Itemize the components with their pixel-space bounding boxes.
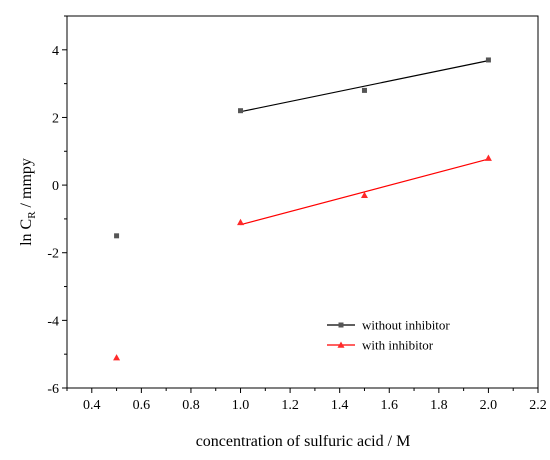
with-inhibitor-point: [484, 154, 492, 161]
y-tick-label: -4: [47, 314, 59, 329]
y-tick-label: -6: [47, 382, 59, 397]
with-inhibitor-point: [360, 191, 368, 199]
legend: without inhibitor with inhibitor: [327, 318, 450, 353]
y-axis-label-main: ln C: [18, 219, 35, 246]
without-inhibitor-fit-line: [240, 60, 489, 113]
x-tick-label: 0.6: [133, 398, 151, 413]
without-inhibitor-point: [361, 87, 367, 93]
x-tick-label: 1.2: [281, 398, 299, 413]
y-axis-label-unit: / mmpy: [18, 158, 35, 211]
legend-with-inhibitor-marker: [337, 341, 345, 348]
x-tick-label: 0.4: [83, 398, 101, 413]
x-tick-label: 1.8: [430, 398, 448, 413]
y-axis-label-subscript: R: [26, 211, 38, 219]
x-tick-label: 2.2: [529, 398, 547, 413]
y-tick-label: 4: [52, 44, 59, 59]
legend-without-inhibitor-marker: [338, 322, 344, 328]
x-tick-label: 1.4: [331, 398, 349, 413]
x-tick-label: 1.0: [232, 398, 250, 413]
fit-lines: [240, 60, 489, 226]
without-inhibitor-point: [114, 233, 120, 239]
x-tick-label: 1.6: [381, 398, 399, 413]
data-markers: [113, 57, 492, 361]
with-inhibitor-point: [113, 354, 121, 361]
x-axis-label: concentration of sulfuric acid / M: [196, 433, 411, 450]
with-inhibitor-point: [237, 218, 245, 226]
y-tick-label: 2: [52, 111, 59, 126]
y-tick-label: -2: [47, 247, 59, 262]
y-tick-label: 0: [52, 179, 59, 194]
without-inhibitor-point: [238, 108, 244, 114]
legend-with-inhibitor-label: with inhibitor: [362, 338, 434, 353]
x-tick-label: 2.0: [480, 398, 498, 413]
plot-frame: [66, 15, 539, 389]
y-axis-label: ln CR / mmpy: [18, 158, 38, 246]
ticks-layer: 0.4 0.6 0.8 1.0 1.2 1.4 1.6 1.8 2.0 2.2 -6 -4 -2 0 2 4: [47, 15, 547, 413]
legend-without-inhibitor-label: without inhibitor: [362, 318, 450, 333]
x-tick-label: 0.8: [182, 398, 200, 413]
without-inhibitor-point: [485, 57, 491, 63]
